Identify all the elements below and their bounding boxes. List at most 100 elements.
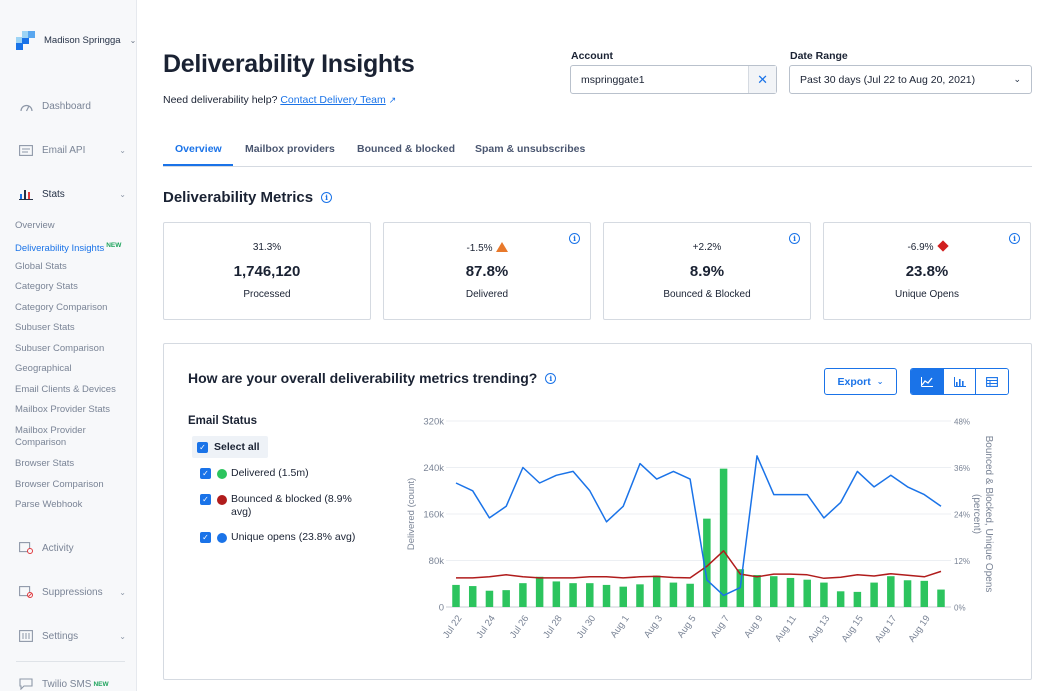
line-chart-view-button[interactable] — [911, 369, 943, 394]
table-view-button[interactable] — [975, 369, 1008, 394]
y-right-tick-label: 12% — [954, 557, 970, 566]
new-badge: NEW — [93, 680, 109, 688]
sub-mailbox-provider-stats[interactable]: Mailbox Provider Stats — [15, 404, 111, 415]
y-left-tick-label: 160k — [423, 510, 444, 521]
y-right-tick-label: 36% — [954, 464, 970, 473]
bar-chart-view-button[interactable] — [942, 369, 976, 394]
x-tick-label: Aug 7 — [709, 613, 732, 640]
metric-card-processed: 31.3% 1,746,120 Processed — [163, 222, 371, 320]
nav-email-api[interactable]: Email API ⌄ — [18, 143, 132, 157]
metric-change: -6.9% — [824, 240, 1030, 253]
info-icon[interactable]: i — [321, 192, 333, 203]
tab-mailbox-providers[interactable]: Mailbox providers — [245, 143, 335, 155]
bar-delivered — [937, 589, 945, 607]
sub-subuser-stats[interactable]: Subuser Stats — [15, 322, 75, 333]
metric-change: -1.5% — [384, 242, 590, 254]
checkbox-checked-icon: ✓ — [197, 442, 208, 453]
sub-email-clients-devices[interactable]: Email Clients & Devices — [15, 384, 116, 395]
y-right-axis-unit: (percent) — [971, 494, 982, 534]
bar-delivered — [786, 577, 795, 607]
sub-deliverability-insights-label: Deliverability Insights — [15, 243, 105, 255]
email-api-icon — [18, 143, 34, 157]
bar-delivered — [636, 584, 644, 607]
date-range-select[interactable]: Past 30 days (Jul 22 to Aug 20, 2021) ⌄ — [789, 65, 1032, 94]
bar-delivered — [485, 590, 494, 607]
nav-activity[interactable]: Activity — [18, 541, 132, 555]
metric-change: +2.2% — [604, 242, 810, 253]
bar-delivered — [519, 583, 527, 607]
clear-account-button[interactable]: ✕ — [748, 66, 776, 93]
nav-dashboard[interactable]: Dashboard — [18, 99, 132, 113]
close-icon: ✕ — [757, 71, 769, 87]
select-all-highlight — [192, 436, 268, 458]
sub-subuser-comparison[interactable]: Subuser Comparison — [15, 343, 105, 354]
tab-spam-unsubscribes[interactable]: Spam & unsubscribes — [475, 143, 586, 155]
help-text: Need deliverability help? — [163, 94, 278, 106]
tab-overview[interactable]: Overview — [175, 143, 222, 155]
delivered-dot-icon — [217, 468, 227, 479]
info-icon[interactable]: i — [545, 372, 557, 384]
x-tick-label: Jul 22 — [441, 613, 465, 640]
x-tick-label: Aug 1 — [608, 613, 631, 640]
settings-icon — [18, 629, 34, 643]
metric-change: 31.3% — [164, 242, 370, 253]
sub-overview[interactable]: Overview — [15, 220, 55, 231]
new-badge: NEW — [106, 242, 122, 249]
bar-delivered — [703, 518, 711, 607]
email-status-title: Email Status — [188, 415, 258, 427]
bar-delivered — [619, 586, 627, 607]
nav-twilio-sms[interactable]: Twilio SMS NEW — [18, 677, 132, 691]
sub-category-comparison[interactable]: Category Comparison — [15, 302, 108, 313]
legend-delivered-checkbox[interactable]: ✓ Delivered (1.5m) — [200, 467, 309, 480]
y-right-tick-label: 0% — [954, 604, 966, 613]
info-icon[interactable]: i — [1009, 233, 1020, 244]
legend-bounced-checkbox[interactable]: ✓ Bounced & blocked (8.9% avg) — [200, 493, 360, 519]
x-tick-label: Jul 26 — [508, 613, 532, 640]
account-label: Account — [571, 50, 613, 62]
brand-logo-icon — [16, 31, 36, 50]
sub-geographical[interactable]: Geographical — [15, 363, 72, 374]
metrics-section-title: Deliverability Metrics i — [163, 189, 333, 206]
sub-browser-stats[interactable]: Browser Stats — [15, 458, 75, 469]
sub-deliverability-insights[interactable]: Deliverability Insights NEW — [15, 240, 133, 255]
bar-delivered — [870, 582, 878, 607]
chevron-down-icon: ⌄ — [1013, 74, 1021, 84]
bar-delivered — [552, 581, 561, 607]
tab-bounced-blocked[interactable]: Bounced & blocked — [357, 143, 456, 155]
info-icon[interactable]: i — [569, 233, 580, 244]
chevron-down-icon: ⌄ — [129, 35, 137, 45]
chevron-down-icon: ⌄ — [119, 145, 126, 155]
stats-icon — [18, 187, 34, 201]
bar-delivered — [535, 576, 544, 607]
sub-category-stats[interactable]: Category Stats — [15, 281, 78, 292]
bar-delivered — [770, 576, 778, 607]
help-line: Need deliverability help? Contact Delive… — [163, 94, 396, 106]
metric-label: Bounced & Blocked — [663, 289, 751, 300]
legend-opens-checkbox[interactable]: ✓ Unique opens (23.8% avg) — [200, 531, 355, 544]
sub-global-stats[interactable]: Global Stats — [15, 261, 67, 272]
chevron-down-icon: ⌄ — [876, 377, 884, 386]
bar-delivered — [719, 468, 728, 607]
info-icon[interactable]: i — [789, 233, 800, 244]
x-tick-label: Aug 17 — [873, 613, 899, 644]
nav-stats-label: Stats — [42, 188, 65, 200]
sub-mailbox-provider-comparison[interactable]: Mailbox Provider Comparison — [15, 425, 86, 448]
date-range-label: Date Range — [790, 50, 848, 62]
account-input[interactable] — [571, 73, 749, 86]
select-all-checkbox[interactable]: ✓ Select all — [197, 441, 260, 454]
nav-suppressions[interactable]: Suppressions ⌄ — [18, 585, 132, 599]
trend-title-text: How are your overall deliverability metr… — [188, 370, 538, 386]
sub-parse-webhook[interactable]: Parse Webhook — [15, 499, 83, 510]
nav-stats[interactable]: Stats ⌄ — [18, 187, 132, 201]
sub-browser-comparison[interactable]: Browser Comparison — [15, 479, 104, 490]
chart-view-toggle — [910, 368, 1009, 395]
checkbox-checked-icon: ✓ — [200, 532, 211, 543]
account-switcher[interactable]: Madison Springga ⌄ — [16, 31, 137, 50]
nav-settings[interactable]: Settings ⌄ — [18, 629, 132, 643]
nav-twilio-sms-label: Twilio SMS — [42, 678, 92, 690]
x-tick-label: Aug 19 — [906, 613, 932, 644]
export-button[interactable]: Export ⌄ — [824, 368, 897, 395]
x-tick-label: Aug 13 — [806, 613, 832, 644]
contact-delivery-team-link[interactable]: Contact Delivery Team — [280, 94, 386, 106]
metric-label: Unique Opens — [895, 289, 959, 300]
